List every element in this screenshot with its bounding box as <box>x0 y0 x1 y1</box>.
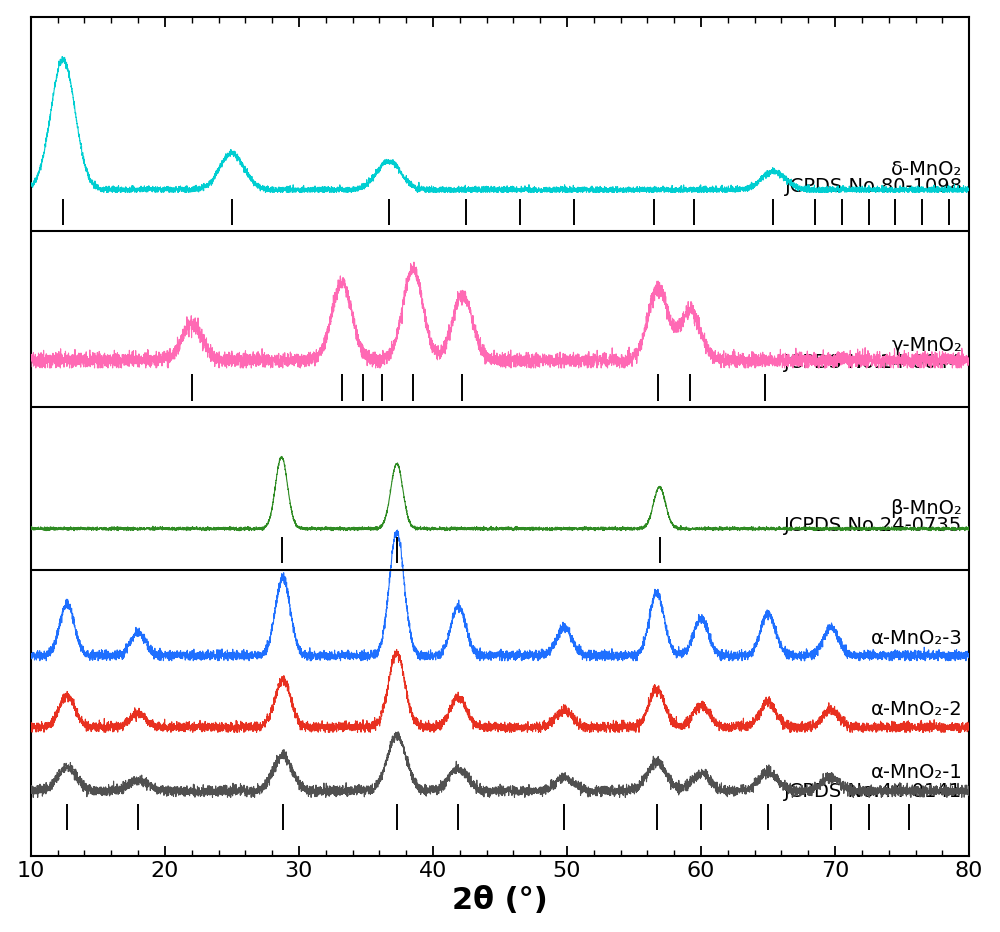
Text: JCPDS No.44-0141: JCPDS No.44-0141 <box>784 782 962 802</box>
Text: β-MnO₂: β-MnO₂ <box>891 499 962 517</box>
Text: α-MnO₂-2: α-MnO₂-2 <box>871 700 962 720</box>
Text: JCPDS No.14-0644: JCPDS No.14-0644 <box>784 353 962 372</box>
Text: JCPDS No.24-0735: JCPDS No.24-0735 <box>784 515 962 535</box>
Text: JCPDS No.80-1098: JCPDS No.80-1098 <box>784 177 962 197</box>
Text: γ-MnO₂: γ-MnO₂ <box>892 336 962 355</box>
Text: δ-MnO₂: δ-MnO₂ <box>891 160 962 179</box>
Text: α-MnO₂-1: α-MnO₂-1 <box>871 762 962 782</box>
X-axis label: 2θ (°): 2θ (°) <box>452 886 548 915</box>
Text: α-MnO₂-3: α-MnO₂-3 <box>871 629 962 648</box>
